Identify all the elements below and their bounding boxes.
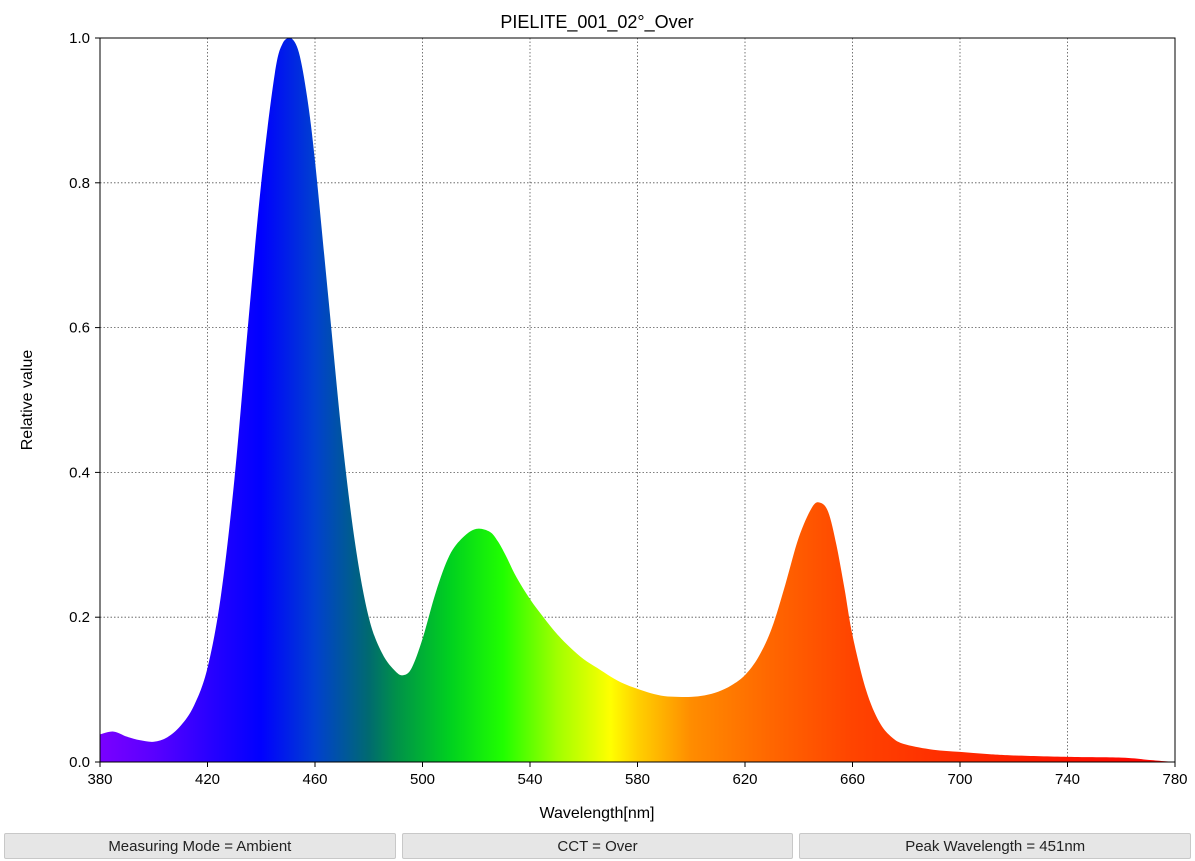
x-tick-label: 620	[732, 771, 757, 788]
y-tick-label: 0.2	[69, 609, 90, 626]
x-tick-label: 700	[947, 771, 972, 788]
cct-status: CCT = Over	[401, 833, 794, 859]
y-tick-label: 0.8	[69, 175, 90, 192]
x-tick-label: 460	[302, 771, 327, 788]
axis-ticks: 380 420 460 500 540 580 620 660 700 740 780 0.0 0.2 0…	[69, 30, 1187, 788]
y-tick-label: 0.0	[69, 754, 90, 771]
status-bar: Measuring Mode = Ambient CCT = Over Peak…	[4, 833, 1192, 859]
x-tick-label: 500	[410, 771, 435, 788]
y-tick-label: 0.4	[69, 464, 90, 481]
x-tick-label: 380	[87, 771, 112, 788]
y-tick-label: 1.0	[69, 30, 90, 47]
y-axis-label: Relative value	[19, 350, 36, 451]
x-tick-label: 540	[517, 771, 542, 788]
chart-title: PIELITE_001_02°_Over	[500, 12, 693, 33]
spectrum-area	[100, 38, 1175, 762]
y-tick-label: 0.6	[69, 320, 90, 337]
x-tick-label: 660	[840, 771, 865, 788]
x-tick-label: 420	[195, 771, 220, 788]
measuring-mode-status: Measuring Mode = Ambient	[4, 833, 396, 859]
x-tick-label: 580	[625, 771, 650, 788]
peak-wavelength-status: Peak Wavelength = 451nm	[799, 833, 1192, 859]
x-tick-label: 740	[1055, 771, 1080, 788]
x-tick-label: 780	[1162, 771, 1187, 788]
x-axis-label: Wavelength[nm]	[539, 805, 654, 822]
spectrum-chart: 380 420 460 500 540 580 620 660 700 740 780 0.0 0.2 0…	[19, 12, 1188, 822]
